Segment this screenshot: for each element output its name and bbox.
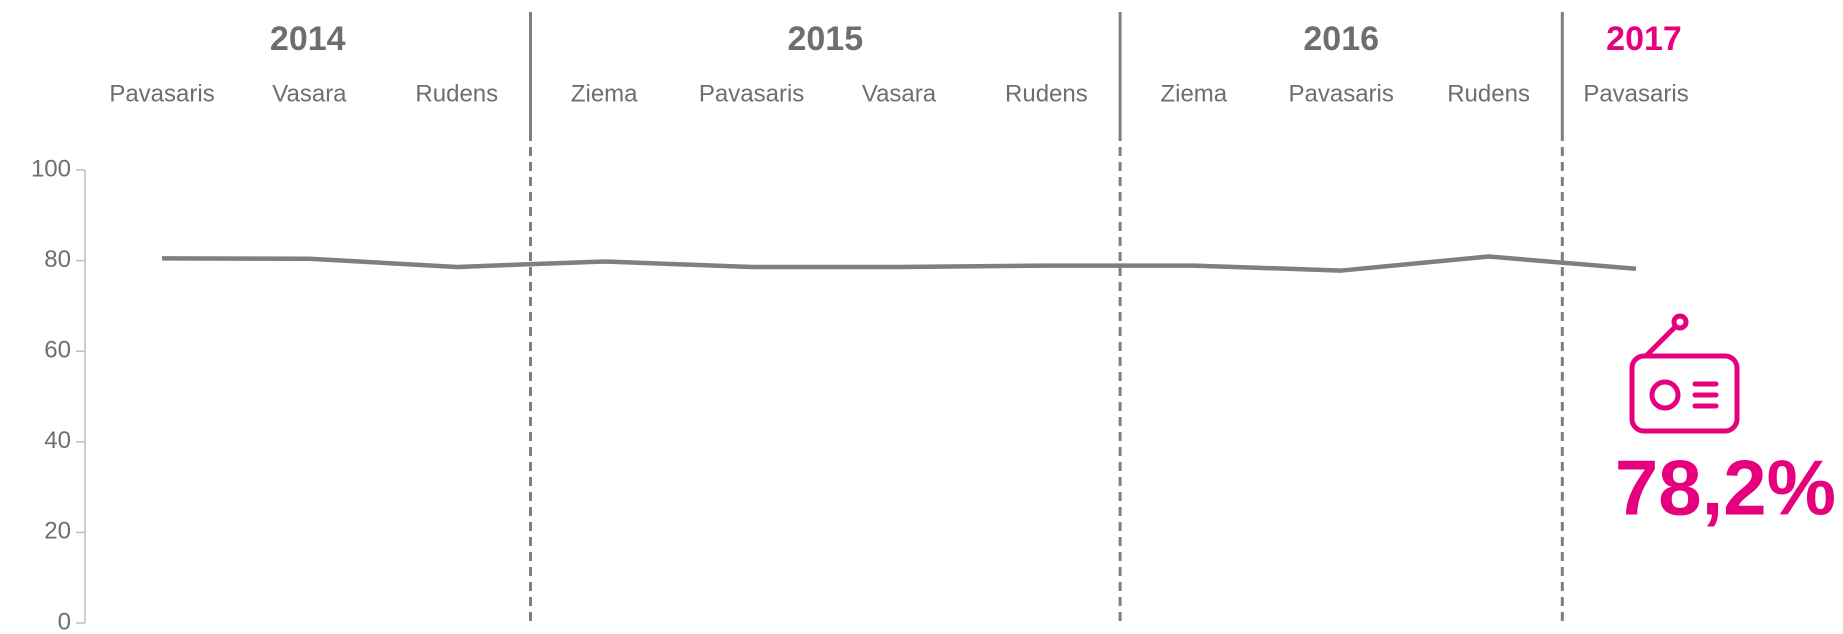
y-tick-label: 60 xyxy=(44,337,71,364)
line xyxy=(161,254,1637,273)
year-label: 2016 xyxy=(1303,20,1379,58)
year-label: 2017 xyxy=(1606,20,1682,58)
x-tick-label: Rudens xyxy=(1005,80,1088,107)
y-tick-label: 40 xyxy=(44,427,71,454)
y-tick-label: 80 xyxy=(44,246,71,273)
y-tick-label: 0 xyxy=(58,608,71,634)
value-label: 78,2% xyxy=(1615,444,1836,532)
x-tick-label: Rudens xyxy=(415,80,498,107)
radio-icon xyxy=(1629,313,1740,434)
x-tick-label: Ziema xyxy=(1160,80,1227,107)
x-tick-label: Pavasaris xyxy=(109,80,214,107)
y-tick-label: 20 xyxy=(44,518,71,545)
year-label: 2015 xyxy=(787,20,863,58)
x-tick-label: Vasara xyxy=(862,80,937,107)
x-tick-label: Vasara xyxy=(272,80,347,107)
x-tick-label: Pavasaris xyxy=(1289,80,1394,107)
x-tick-label: Pavasaris xyxy=(699,80,804,107)
x-tick-label: Pavasaris xyxy=(1583,80,1688,107)
x-tick-label: Rudens xyxy=(1447,80,1530,107)
x-tick-label: Ziema xyxy=(571,80,638,107)
y-tick-label: 100 xyxy=(31,155,71,182)
year-label: 2014 xyxy=(270,20,346,58)
